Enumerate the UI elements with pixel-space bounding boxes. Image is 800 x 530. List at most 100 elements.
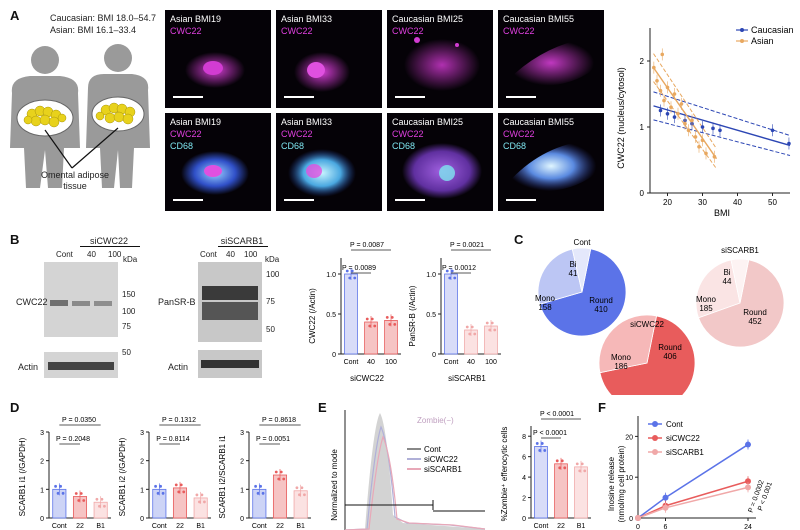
panel-label-e: E	[318, 400, 327, 415]
omental-line2: tissue	[63, 181, 87, 191]
data-dot	[558, 466, 562, 470]
micro-title: Asian BMI33	[281, 117, 333, 127]
slice-value: 406	[663, 352, 677, 361]
data-dot	[580, 462, 584, 466]
x-tick-label: 30	[698, 198, 707, 207]
data-dot	[277, 477, 281, 481]
micro-channel-2: CD68	[392, 141, 416, 151]
scale-bar	[506, 96, 536, 98]
scale-bar	[506, 199, 536, 201]
pie-siscarb1-slice	[695, 259, 741, 319]
slice-value: 410	[594, 305, 608, 314]
data-dot	[77, 499, 81, 502]
data-point	[662, 98, 666, 103]
data-dot	[350, 269, 354, 273]
bar-ylabel: SCARB1 i1 (/GAPDH)	[18, 437, 27, 516]
data-point	[711, 126, 715, 131]
line-legend: Cont siCWC22 siSCARB1	[648, 420, 704, 457]
y-tick-label: 0	[140, 516, 144, 523]
y-tick-label: 10	[625, 475, 633, 482]
y-tick-label: 20	[625, 434, 633, 441]
data-dot	[261, 491, 265, 495]
data-dot	[103, 504, 106, 508]
pie-cont-slice	[539, 248, 627, 337]
y-tick-label: 2	[240, 459, 244, 466]
y-tick-label: 0.5	[326, 312, 336, 319]
slice-label: Mono	[696, 295, 717, 304]
inosine-line-chart: Inosine release (nmol/mg cell protein) P…	[607, 416, 774, 530]
pie-title: Cont	[574, 238, 592, 247]
p-value: P = 0.0089	[342, 265, 376, 272]
blot2-actin	[198, 350, 262, 378]
data-dot	[575, 462, 579, 466]
y-tick-label: 0	[629, 516, 633, 523]
slice-label: Bi	[569, 260, 576, 269]
panel-label-f: F	[598, 400, 606, 415]
p-value: P < 0.0001	[533, 430, 567, 437]
data-point	[787, 141, 791, 146]
data-point	[770, 128, 775, 133]
legend-siscarb1: siSCARB1	[666, 448, 704, 457]
data-point	[652, 65, 656, 70]
bar	[534, 446, 548, 519]
x-tick-label: 40	[733, 198, 742, 207]
y-tick-label: 0	[240, 516, 244, 523]
micro-channel-2: CD68	[281, 141, 305, 151]
scale-bar	[395, 199, 425, 201]
bar-ylabel: PanSR-B (/Actin)	[408, 285, 417, 346]
p-value: P = 0.8618	[262, 417, 296, 424]
data-dot	[200, 493, 204, 497]
p-value: P = 0.0350	[62, 417, 96, 424]
ci-line	[653, 53, 717, 149]
slice-label: Mono	[611, 353, 632, 362]
data-point	[669, 105, 673, 109]
lane-label: Cont	[56, 250, 73, 259]
data-point	[700, 125, 705, 129]
data-dot	[100, 497, 104, 501]
data-dot	[543, 449, 547, 452]
y-tick-label: 0	[640, 189, 645, 198]
y-tick-label: 0	[522, 516, 526, 523]
pie-siscarb1-slice	[698, 259, 785, 348]
ylabel-line2: (nmol/mg cell protein)	[617, 445, 626, 522]
data-dot	[450, 269, 454, 273]
data-dot	[445, 269, 449, 273]
data-dot	[159, 484, 162, 488]
micro-channel: CWC22	[170, 26, 202, 36]
kda-marker: 100	[266, 270, 280, 279]
micro-title: Asian BMI33	[281, 14, 333, 24]
legend-cont: Cont	[424, 445, 442, 454]
p-value: P = 0.2048	[56, 436, 90, 443]
y-tick-label: 3	[40, 430, 44, 437]
data-dot	[365, 317, 369, 321]
data-dot	[295, 486, 299, 490]
y-tick-label: 4	[522, 475, 526, 482]
data-point	[672, 92, 677, 96]
hist-cont	[345, 413, 485, 530]
data-dot	[203, 500, 206, 504]
series-line	[637, 486, 749, 519]
micro-bottom-2: Asian BMI33 CWC22 CD68	[276, 113, 382, 211]
data-dot	[448, 276, 452, 280]
x-tick-label: B1	[296, 523, 305, 530]
slice-label: Round	[658, 343, 682, 352]
p-value: P = 0.8114	[156, 436, 190, 443]
micro-channel: CWC22	[281, 26, 313, 36]
blot2-header-line	[218, 246, 268, 247]
x-tick-label: 40	[467, 359, 475, 366]
ci-line	[653, 119, 791, 156]
panel-label-d: D	[10, 400, 20, 415]
y-tick-label: 0	[332, 352, 336, 359]
blot1-protein-label: CWC22	[16, 297, 48, 307]
y-tick-label: 2	[640, 57, 645, 66]
y-tick-label: 3	[140, 430, 144, 437]
lane-label: 100	[244, 250, 258, 259]
micro-title: Asian BMI19	[170, 117, 222, 127]
x-tick-label: Cont	[252, 523, 267, 530]
data-dot	[254, 484, 257, 488]
slice-label: Mono	[535, 294, 556, 303]
scarb1-ratio-bar-chart: SCARB1 i2/SCARB1 i1 P = 0.8618 P = 0.005…	[218, 417, 311, 530]
hist-sicwc22	[344, 425, 486, 530]
data-point	[635, 515, 641, 521]
data-point	[718, 128, 722, 133]
